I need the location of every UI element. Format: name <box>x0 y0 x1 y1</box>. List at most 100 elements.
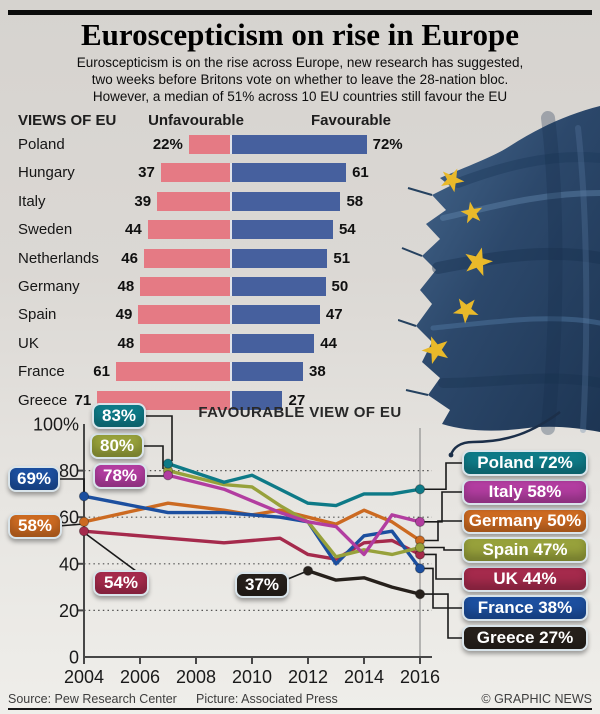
picture-credit: Picture: Associated Press <box>196 692 338 706</box>
favourable-bar <box>230 220 333 240</box>
unfavourable-value: 71 <box>74 391 92 409</box>
source-credit: Source: Pew Research Center <box>8 692 177 706</box>
series-line-uk <box>82 529 422 561</box>
unfavourable-value: 46 <box>121 249 138 267</box>
series-line-greece <box>306 569 422 596</box>
favourable-value: 72% <box>372 136 403 153</box>
y-tick-label-80: 80 <box>59 461 79 481</box>
end-dot-greece <box>414 588 426 600</box>
favourable-value: 54 <box>338 221 356 239</box>
unfavourable-column-label: Unfavourable <box>148 112 244 129</box>
unfavourable-value: 44 <box>125 221 142 239</box>
start-leader-france <box>56 478 85 493</box>
end-leader-germany <box>420 520 462 542</box>
favourable-value: 58 <box>346 192 364 210</box>
start-dot-uk <box>78 526 90 537</box>
end-leader-poland <box>420 462 462 491</box>
bar-row-poland: Poland 22% 72% <box>10 134 440 155</box>
end-callout-spain: Spain 47% <box>462 537 588 563</box>
favourable-bar <box>230 163 347 183</box>
series-line-poland <box>166 461 422 508</box>
favourable-bar <box>230 333 315 353</box>
end-dot-france <box>414 563 426 574</box>
start-callout-uk: 54% <box>93 570 149 596</box>
start-leader-germany <box>57 523 85 527</box>
start-dot-greece <box>302 565 314 576</box>
favourable-value: 27 <box>288 391 306 409</box>
end-leader-spain <box>420 546 462 551</box>
favourable-value: 50 <box>331 278 349 295</box>
bar-chart-heading: VIEWS OF EU <box>18 112 117 129</box>
series-line-france <box>82 494 422 571</box>
bar-row-uk: UK 48 44 <box>10 333 440 354</box>
eu-flag-image <box>398 106 600 458</box>
unfavourable-bar <box>115 362 230 382</box>
bar-country-label: Greece <box>18 391 68 409</box>
unfavourable-value: 37 <box>138 164 155 182</box>
favourable-value: 47 <box>325 306 343 324</box>
favourable-bar <box>230 362 304 382</box>
favourable-column-label: Favourable <box>310 112 392 129</box>
start-callout-italy: 78% <box>93 463 147 489</box>
intro-line-3: However, a median of 51% across 10 EU co… <box>92 89 508 104</box>
favourable-bar <box>230 191 341 211</box>
end-callout-uk: UK 44% <box>462 566 588 592</box>
bar-country-label: France <box>18 363 65 381</box>
copyright: © GRAPHIC NEWS <box>481 692 592 706</box>
start-dot-italy <box>162 470 174 481</box>
unfavourable-bar <box>140 333 230 353</box>
bar-country-label: Spain <box>18 306 57 324</box>
unfavourable-value: 48 <box>117 334 135 352</box>
favourable-bar <box>230 390 283 410</box>
favourable-bar <box>230 277 326 296</box>
start-callout-france: 69% <box>8 466 60 492</box>
bar-row-hungary: Hungary 37 61 <box>10 162 440 183</box>
y-tick-label-40: 40 <box>59 554 79 574</box>
unfavourable-bar <box>188 135 230 154</box>
y-tick-label-100: 100% <box>33 415 79 435</box>
start-callout-spain: 80% <box>90 433 144 459</box>
start-leader-poland <box>142 415 173 461</box>
end-leader-uk <box>420 553 462 580</box>
unfavourable-bar <box>160 163 230 183</box>
unfavourable-bar <box>138 305 230 325</box>
unfavourable-bar <box>140 277 230 296</box>
x-tick-label-2014: 2014 <box>344 667 384 687</box>
y-tick-label-20: 20 <box>59 601 79 621</box>
unfavourable-value: 61 <box>93 363 110 381</box>
bar-row-germany: Germany 48 50 <box>10 276 440 297</box>
x-tick-label-2006: 2006 <box>120 667 160 687</box>
start-callout-greece: 37% <box>235 572 289 598</box>
series-line-italy <box>166 473 422 557</box>
start-dot-poland <box>162 458 174 469</box>
y-tick-label-60: 60 <box>59 508 79 528</box>
favourable-value: 44 <box>320 334 337 352</box>
favourable-bar <box>230 248 328 268</box>
diverging-bar-chart: Poland 22% 72% Hungary 37 61 Italy 39 58 Sweden 44… <box>10 134 440 424</box>
unfavourable-bar <box>147 220 230 240</box>
start-callout-germany: 58% <box>8 513 62 539</box>
bar-country-label: Netherlands <box>18 249 99 267</box>
end-leader-italy <box>420 491 462 523</box>
end-dot-spain <box>414 542 426 553</box>
end-leader-france <box>420 567 462 609</box>
end-dot-italy <box>414 516 426 527</box>
end-callout-poland: Poland 72% <box>462 450 588 476</box>
bar-row-netherlands: Netherlands 46 51 <box>10 248 440 269</box>
x-tick-label-2008: 2008 <box>176 667 216 687</box>
bar-country-label: UK <box>18 334 39 352</box>
intro-line-1: Euroscepticism is on the rise across Eur… <box>76 55 524 70</box>
bar-country-label: Germany <box>18 278 80 295</box>
x-tick-label-2010: 2010 <box>232 667 272 687</box>
start-leader-uk <box>85 533 137 572</box>
unfavourable-bar <box>143 248 230 268</box>
bar-country-label: Poland <box>18 136 65 153</box>
intro-text: Euroscepticism is on the rise across Eur… <box>0 54 600 105</box>
end-callout-france: France 38% <box>462 595 588 621</box>
bar-country-label: Italy <box>18 192 46 210</box>
unfavourable-value: 49 <box>115 306 133 324</box>
start-leader-spain <box>140 445 164 469</box>
torn-thread <box>449 410 561 456</box>
end-callout-italy: Italy 58% <box>462 479 588 505</box>
